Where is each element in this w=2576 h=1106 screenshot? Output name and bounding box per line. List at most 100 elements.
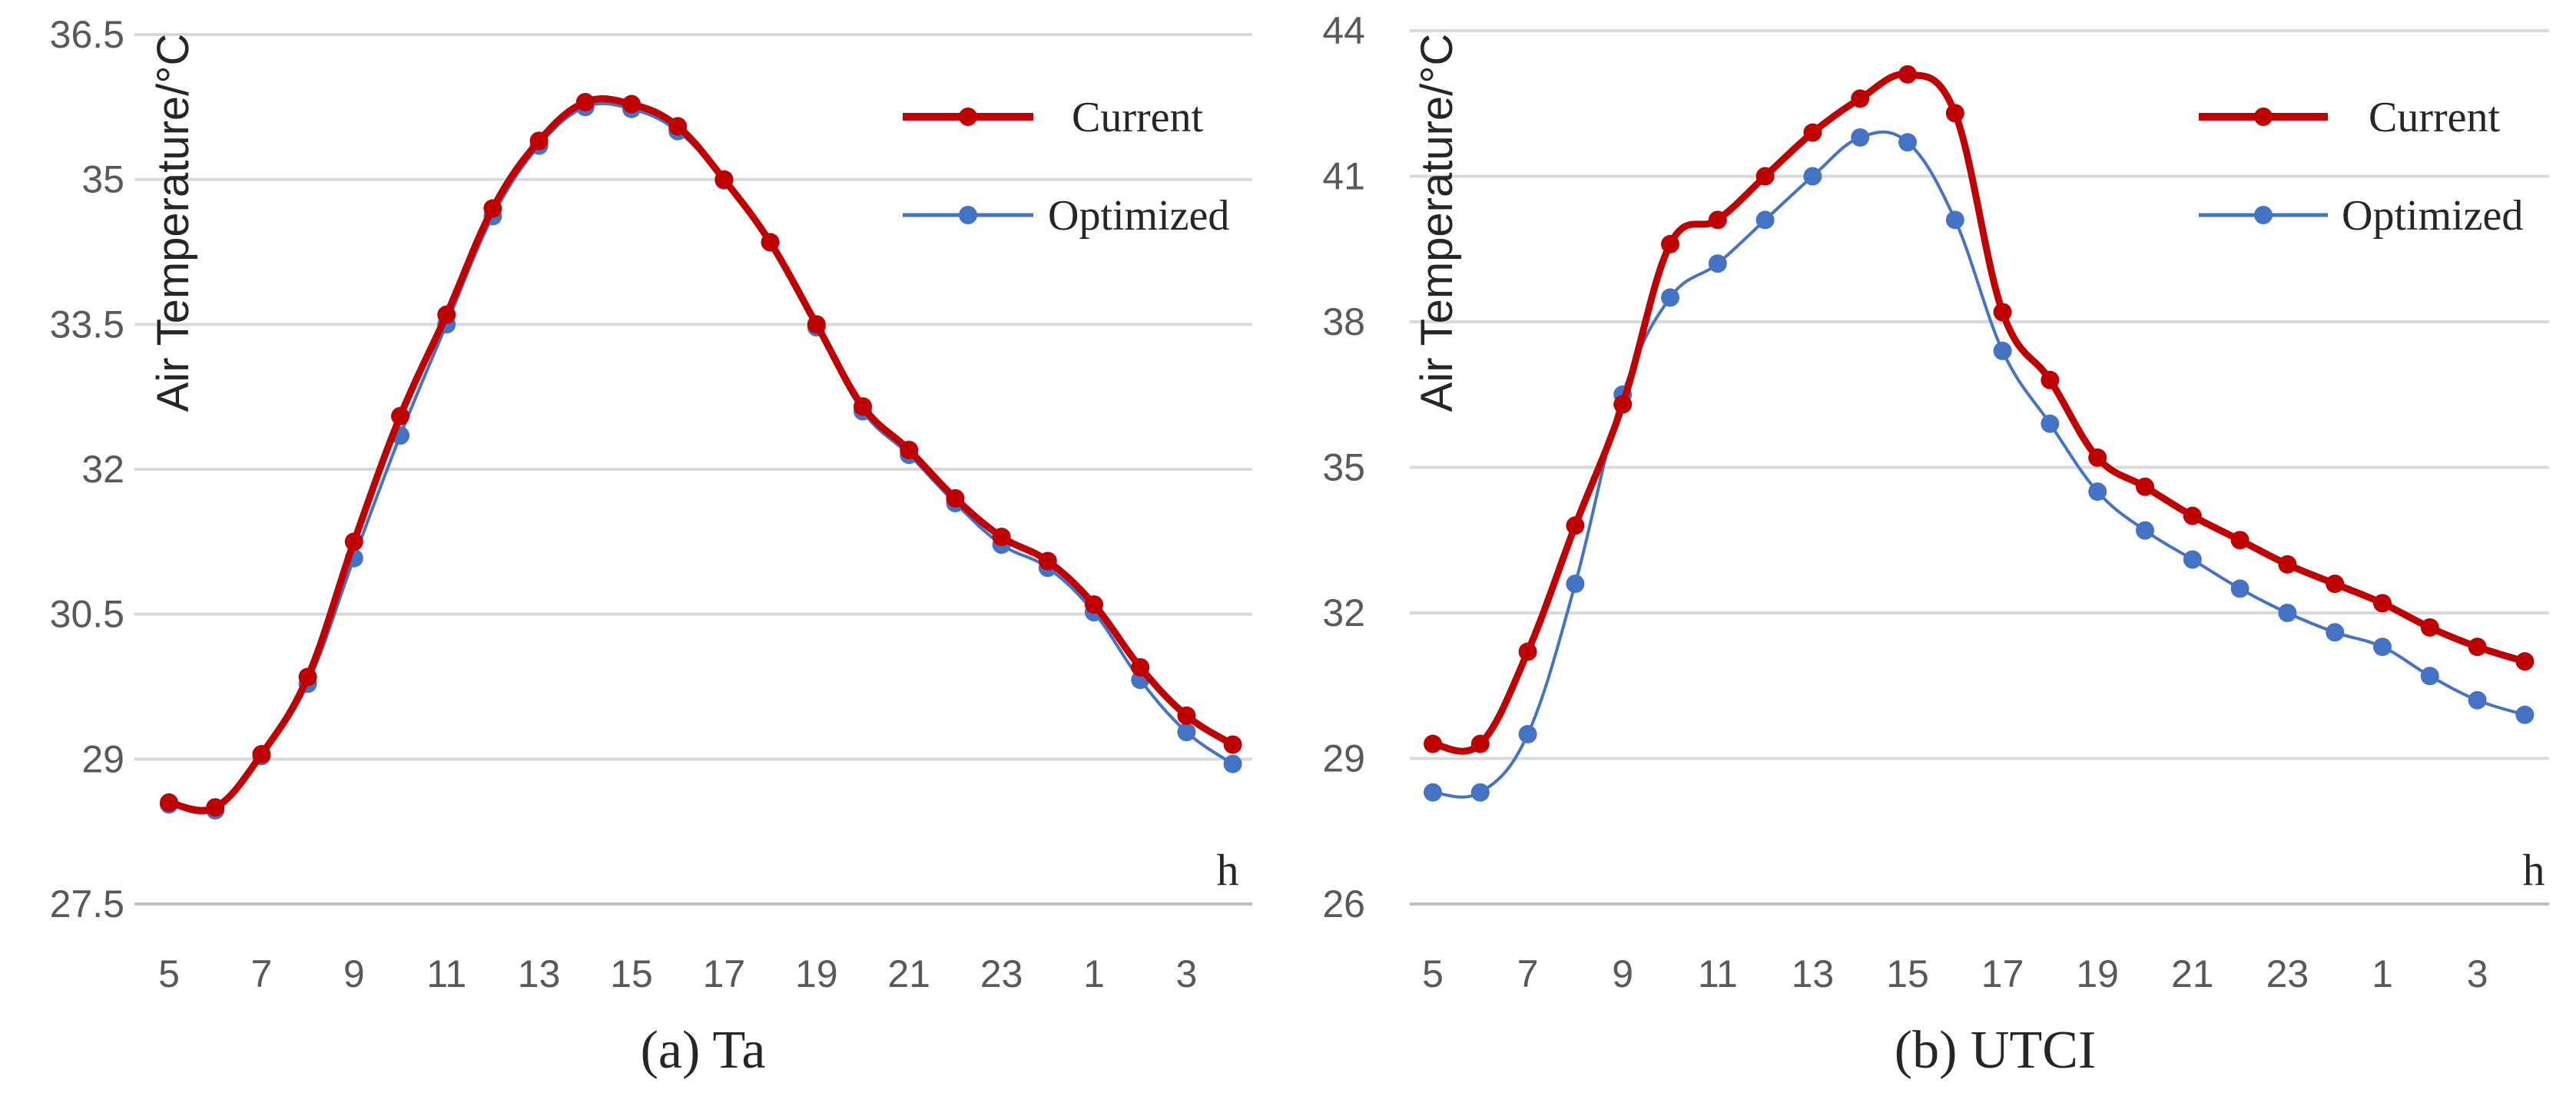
x-tick-label: 17 [1981, 952, 2024, 995]
data-point [2326, 623, 2345, 642]
data-point [1470, 783, 1490, 802]
x-tick-label: 5 [1422, 952, 1444, 995]
x-tick-label: 11 [426, 952, 466, 995]
x-tick-label: 9 [343, 952, 365, 995]
y-tick-label: 30.5 [50, 593, 124, 636]
data-point [575, 93, 595, 112]
data-point [160, 793, 178, 812]
chart-ta-y-ticks: 27.5 29 30.5 32 33.5 35 36.5 [50, 13, 124, 926]
data-point [1993, 303, 2012, 322]
data-point [298, 667, 317, 687]
series-line [1432, 130, 2526, 799]
data-point [2088, 482, 2107, 502]
x-tick-label: 7 [250, 952, 272, 995]
data-point [2468, 637, 2487, 657]
x-tick-label: 15 [610, 952, 653, 995]
y-tick-label: 41 [1322, 155, 1365, 198]
chart-utci-y-ticks: 26 29 32 35 38 41 44 [1322, 9, 1365, 926]
chart-utci-y-axis-label: Air Temperature/°C [1412, 34, 1462, 412]
legend-current-marker [2254, 108, 2273, 126]
data-point [1851, 127, 1870, 147]
data-point [2468, 690, 2487, 710]
data-point [2515, 652, 2535, 671]
x-tick-label: 11 [1698, 952, 1738, 995]
y-tick-label: 35 [81, 158, 124, 201]
data-point [1613, 395, 1633, 414]
data-point [2373, 637, 2392, 657]
y-tick-label: 44 [1322, 9, 1365, 52]
data-point [1898, 65, 1917, 84]
legend-current-label: Current [2369, 94, 2501, 141]
data-point [807, 315, 826, 334]
data-point [2420, 667, 2439, 686]
y-tick-label: 29 [81, 737, 124, 780]
data-point [252, 745, 271, 764]
data-point [1755, 210, 1775, 230]
chart-ta-legend: Current Optimized [903, 94, 1229, 240]
x-tick-label: 19 [795, 952, 838, 995]
data-point [1518, 642, 1537, 661]
data-point [1566, 516, 1585, 535]
data-point [854, 397, 872, 416]
data-point [2515, 705, 2535, 724]
data-point [2183, 506, 2202, 525]
data-point [1803, 167, 1822, 186]
data-point [2183, 550, 2202, 569]
x-tick-label: 7 [1517, 952, 1539, 995]
legend-optimized-label: Optimized [1048, 192, 1229, 240]
data-point [1945, 210, 1964, 230]
data-point [529, 131, 549, 151]
x-tick-label: 1 [1083, 952, 1105, 995]
chart-utci-x-unit: h [2523, 845, 2545, 895]
x-tick-label: 19 [2076, 952, 2119, 995]
data-point [437, 305, 456, 324]
legend-current-label: Current [1072, 94, 1204, 141]
x-tick-label: 15 [1886, 952, 1929, 995]
x-tick-label: 5 [158, 952, 180, 995]
data-point [2373, 594, 2392, 613]
data-point [992, 528, 1011, 547]
x-tick-label: 21 [2171, 952, 2214, 995]
data-point [1993, 341, 2012, 360]
data-point [2041, 414, 2060, 433]
legend-current-marker [959, 108, 977, 126]
y-tick-label: 29 [1322, 737, 1365, 780]
data-point [1177, 706, 1196, 725]
data-point [2230, 531, 2249, 550]
chart-ta-series [160, 93, 1242, 820]
series-optimized [1424, 127, 2535, 802]
x-tick-label: 9 [1612, 952, 1633, 995]
data-point [1085, 595, 1103, 614]
chart-utci-x-ticks: 5 7 9 11 13 15 17 19 21 23 1 3 [1422, 952, 2488, 995]
data-point [2041, 370, 2060, 389]
data-point [1223, 754, 1242, 773]
data-point [2088, 448, 2107, 467]
x-tick-label: 3 [2467, 952, 2488, 995]
data-point [1038, 551, 1057, 571]
series-current [1424, 65, 2535, 755]
chart-ta-x-unit: h [1217, 845, 1239, 895]
x-tick-label: 13 [518, 952, 561, 995]
data-point [1566, 575, 1585, 594]
x-tick-label: 23 [2266, 952, 2309, 995]
data-point [900, 440, 919, 459]
data-point [1424, 734, 1442, 753]
legend-optimized-marker [959, 206, 977, 224]
data-point [946, 488, 965, 508]
data-point [1424, 783, 1442, 802]
x-tick-label: 1 [2372, 952, 2393, 995]
y-tick-label: 32 [81, 448, 124, 491]
data-point [1131, 657, 1150, 677]
data-point [1851, 89, 1870, 108]
data-point [2420, 618, 2439, 637]
data-point [1661, 288, 1679, 307]
y-tick-label: 26 [1322, 882, 1365, 926]
data-point [1223, 735, 1242, 754]
data-point [2278, 555, 2297, 574]
data-point [2230, 579, 2249, 598]
x-tick-label: 13 [1792, 952, 1835, 995]
legend-optimized-label: Optimized [2342, 192, 2523, 240]
data-point [668, 117, 688, 136]
y-tick-label: 38 [1322, 300, 1365, 343]
